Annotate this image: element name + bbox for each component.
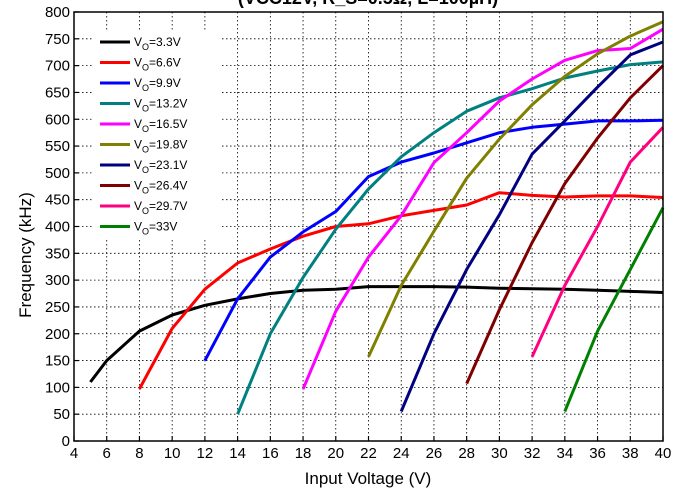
series-line bbox=[236, 60, 664, 415]
x-tick-label: 34 bbox=[556, 445, 573, 462]
series-line bbox=[399, 40, 664, 413]
series-line bbox=[530, 126, 665, 358]
x-tick-label: 40 bbox=[655, 445, 672, 462]
series-line bbox=[203, 118, 664, 362]
y-tick-label: 800 bbox=[45, 4, 70, 21]
x-tick-label: 4 bbox=[70, 445, 78, 462]
x-axis-label: Input Voltage (V) bbox=[305, 469, 432, 488]
legend-box bbox=[94, 31, 220, 239]
x-tick-label: 28 bbox=[458, 445, 475, 462]
legend: VO=3.3VVO=6.6VVO=9.9VVO=13.2VVO=16.5VVO=… bbox=[94, 31, 220, 239]
series-line bbox=[465, 64, 665, 385]
series-line bbox=[367, 20, 664, 358]
x-tick-label: 30 bbox=[491, 445, 508, 462]
y-tick-label: 350 bbox=[45, 245, 70, 262]
x-tick-label: 26 bbox=[426, 445, 443, 462]
y-tick-label: 550 bbox=[45, 138, 70, 155]
x-tick-label: 14 bbox=[229, 445, 246, 462]
series-line bbox=[301, 27, 664, 390]
y-tick-label: 700 bbox=[45, 58, 70, 75]
y-tick-label: 100 bbox=[45, 379, 70, 396]
x-tick-label: 20 bbox=[327, 445, 344, 462]
series-lines bbox=[89, 20, 665, 415]
x-tick-label: 36 bbox=[589, 445, 606, 462]
x-tick-label: 16 bbox=[262, 445, 279, 462]
y-tick-label: 600 bbox=[45, 111, 70, 128]
y-tick-label: 250 bbox=[45, 299, 70, 316]
series-line bbox=[563, 206, 665, 413]
y-tick-label: 650 bbox=[45, 84, 70, 101]
x-tick-label: 38 bbox=[622, 445, 639, 462]
y-tick-label: 500 bbox=[45, 165, 70, 182]
y-tick-label: 450 bbox=[45, 192, 70, 209]
y-tick-label: 0 bbox=[62, 433, 70, 450]
x-tick-label: 24 bbox=[393, 445, 410, 462]
y-tick-label: 300 bbox=[45, 272, 70, 289]
x-tick-label: 18 bbox=[295, 445, 312, 462]
series-line bbox=[89, 285, 664, 383]
x-tick-label: 10 bbox=[164, 445, 181, 462]
x-tick-label: 6 bbox=[103, 445, 111, 462]
x-tick-label: 22 bbox=[360, 445, 377, 462]
y-tick-label: 50 bbox=[53, 406, 70, 423]
x-tick-label: 32 bbox=[524, 445, 541, 462]
y-tick-label: 400 bbox=[45, 219, 70, 236]
x-tick-label: 12 bbox=[197, 445, 214, 462]
legend-label: VO=9.9V bbox=[134, 76, 181, 93]
chart-title: (VCC12V, R_S=0.5Ω, L=100µH) bbox=[238, 0, 498, 8]
axis-ticks: 4 6 8 10 12 14 16 18 20 22 24 26 28 30 32 34 36 38 4005010… bbox=[45, 4, 671, 462]
y-tick-label: 150 bbox=[45, 353, 70, 370]
y-tick-label: 200 bbox=[45, 326, 70, 343]
x-tick-label: 8 bbox=[135, 445, 143, 462]
legend-label: VO=29.7V bbox=[134, 199, 187, 216]
y-axis-label: Frequency (kHz) bbox=[16, 192, 35, 318]
y-tick-label: 750 bbox=[45, 31, 70, 48]
